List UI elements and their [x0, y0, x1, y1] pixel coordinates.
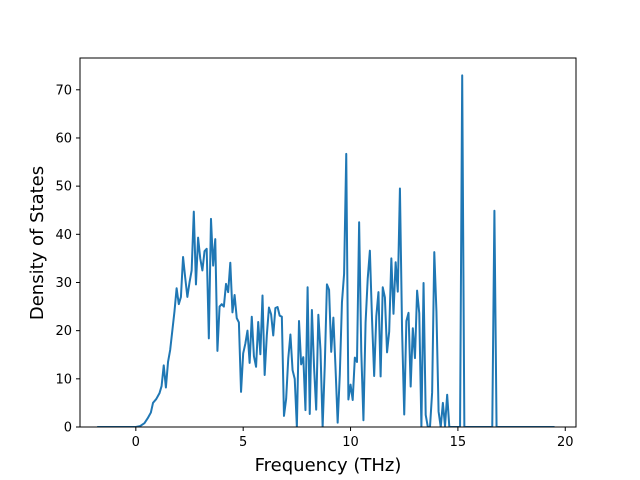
dos-series-line-0 [97, 74, 555, 427]
y-tick-label: 0 [64, 421, 72, 436]
y-axis-label: Density of States [27, 166, 48, 320]
x-tick-label: 15 [450, 435, 467, 450]
x-axis-label: Frequency (THz) [255, 455, 402, 476]
x-tick-label: 5 [239, 435, 247, 450]
x-tick-label: 0 [132, 435, 140, 450]
y-tick-label: 10 [55, 372, 72, 387]
y-tick-label: 70 [55, 83, 72, 98]
x-tick-label: 20 [557, 435, 574, 450]
x-axis: 0 5 10 15 20 [132, 427, 574, 450]
x-tick-label: 10 [342, 435, 359, 450]
y-axis: 0 10 20 30 40 50 60 70 [55, 83, 80, 436]
y-tick-label: 60 [55, 131, 72, 146]
plot-frame [79, 57, 577, 428]
y-tick-label: 40 [55, 228, 72, 243]
plot-area [79, 57, 577, 428]
y-tick-label: 30 [55, 276, 72, 291]
y-tick-label: 20 [55, 324, 72, 339]
y-tick-label: 50 [55, 180, 72, 195]
